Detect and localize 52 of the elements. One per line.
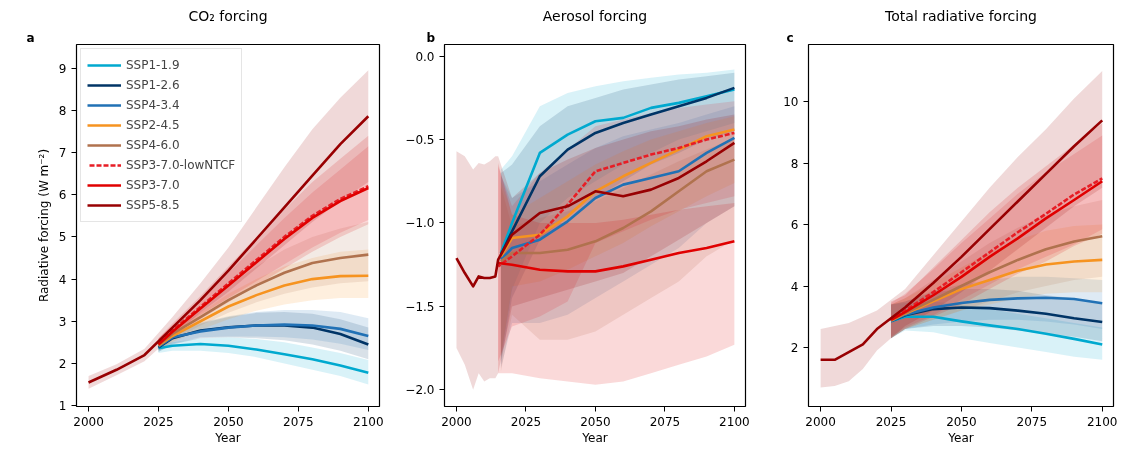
y-axis-title: Radiative forcing (W m⁻²)	[36, 148, 51, 303]
y-tick-label: 8	[790, 156, 799, 171]
text: b	[426, 30, 436, 45]
chart-title: Total radiative forcing	[884, 7, 1037, 24]
y-tick-label: 10	[783, 95, 799, 110]
y-tick-label: −1.0	[405, 216, 435, 231]
x-tick-label: 2100	[353, 414, 384, 429]
y-tick-label: 2	[790, 341, 799, 355]
y-tick-label: 4	[58, 272, 67, 287]
x-tick-label: 2050	[213, 414, 244, 429]
y-tick-label: 4	[790, 279, 799, 294]
chart-title: Aerosol forcing	[542, 7, 648, 24]
y-tick-label: 3	[58, 314, 67, 329]
x-tick-label: 2000	[441, 414, 472, 429]
y-tick-label: −2.0	[405, 383, 435, 398]
legend-label: SSP4-6.0	[126, 138, 180, 152]
legend-label: SSP3-7.0-lowNTCF	[126, 158, 236, 172]
text: c	[786, 30, 794, 45]
legend-label: SSP2-4.5	[126, 118, 180, 132]
y-tick-label: −1.5	[405, 299, 435, 314]
y-tick-label: 1	[58, 399, 67, 414]
x-axis-title: Year	[214, 430, 241, 445]
x-tick-label: 2025	[875, 414, 907, 429]
y-tick-label: 7	[58, 146, 67, 161]
x-tick-label: 2000	[805, 414, 836, 429]
x-tick-label: 2075	[1016, 414, 1048, 429]
x-tick-label: 2050	[946, 414, 977, 429]
y-tick-label: 2	[58, 356, 67, 371]
x-tick-label: 2100	[719, 414, 750, 429]
y-tick-label: 5	[58, 230, 67, 245]
x-axis-title: Year	[581, 430, 608, 445]
x-tick-label: 2075	[649, 414, 681, 429]
x-axis-title: Year	[947, 430, 974, 445]
legend-label: SSP1-2.6	[126, 78, 180, 92]
legend-label: SSP3-7.0	[126, 178, 180, 192]
legend-label: SSP4-3.4	[126, 98, 180, 112]
x-tick-label: 2050	[580, 414, 611, 429]
chart-title: CO₂ forcing	[188, 7, 268, 24]
y-tick-label: 0.0	[415, 49, 435, 64]
y-tick-label: 9	[58, 61, 67, 76]
x-tick-label: 2025	[510, 414, 542, 429]
y-tick-label: 6	[790, 218, 799, 233]
x-tick-label: 2100	[1086, 414, 1118, 429]
y-tick-label: 8	[58, 103, 67, 118]
legend-label: SSP1-1.9	[126, 58, 180, 72]
text: a	[26, 30, 35, 45]
y-tick-label: 6	[58, 188, 67, 203]
x-tick-label: 2025	[143, 414, 174, 429]
x-tick-label: 2000	[73, 414, 104, 429]
y-tick-label: −0.5	[405, 133, 435, 148]
legend-label: SSP5-8.5	[126, 198, 180, 212]
x-tick-label: 2075	[283, 414, 314, 429]
